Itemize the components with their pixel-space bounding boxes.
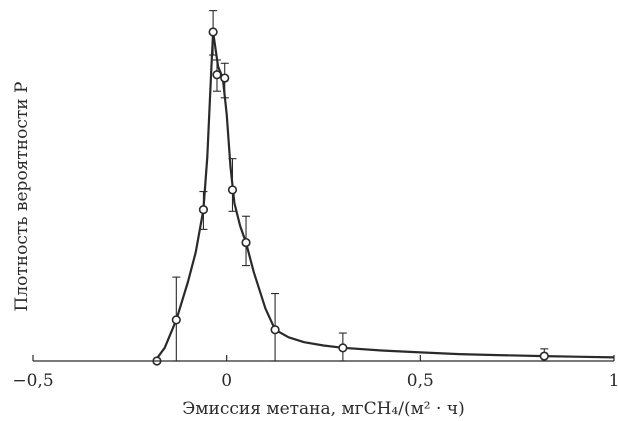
- data-point: [208, 27, 218, 37]
- x-axis-label: Эмиссия метана, мгCH₄/(м² · ч): [182, 399, 464, 419]
- data-point: [212, 70, 222, 80]
- data-point: [220, 73, 230, 83]
- x-tick-label: −0,5: [12, 371, 53, 391]
- plot-area: [152, 10, 615, 366]
- x-ticks: −0,5 0 0,5 1: [12, 355, 618, 391]
- data-point: [198, 205, 209, 215]
- x-tick-label: 0: [221, 371, 232, 391]
- y-axis-label: Плотность вероятности P: [12, 82, 32, 312]
- data-point: [241, 237, 251, 248]
- data-point: [338, 343, 348, 353]
- x-tick-label: 0,5: [407, 371, 434, 391]
- x-tick-label: 1: [609, 371, 618, 391]
- data-point: [227, 185, 238, 195]
- data-point: [171, 315, 181, 325]
- data-point: [539, 351, 549, 361]
- data-point: [270, 325, 280, 335]
